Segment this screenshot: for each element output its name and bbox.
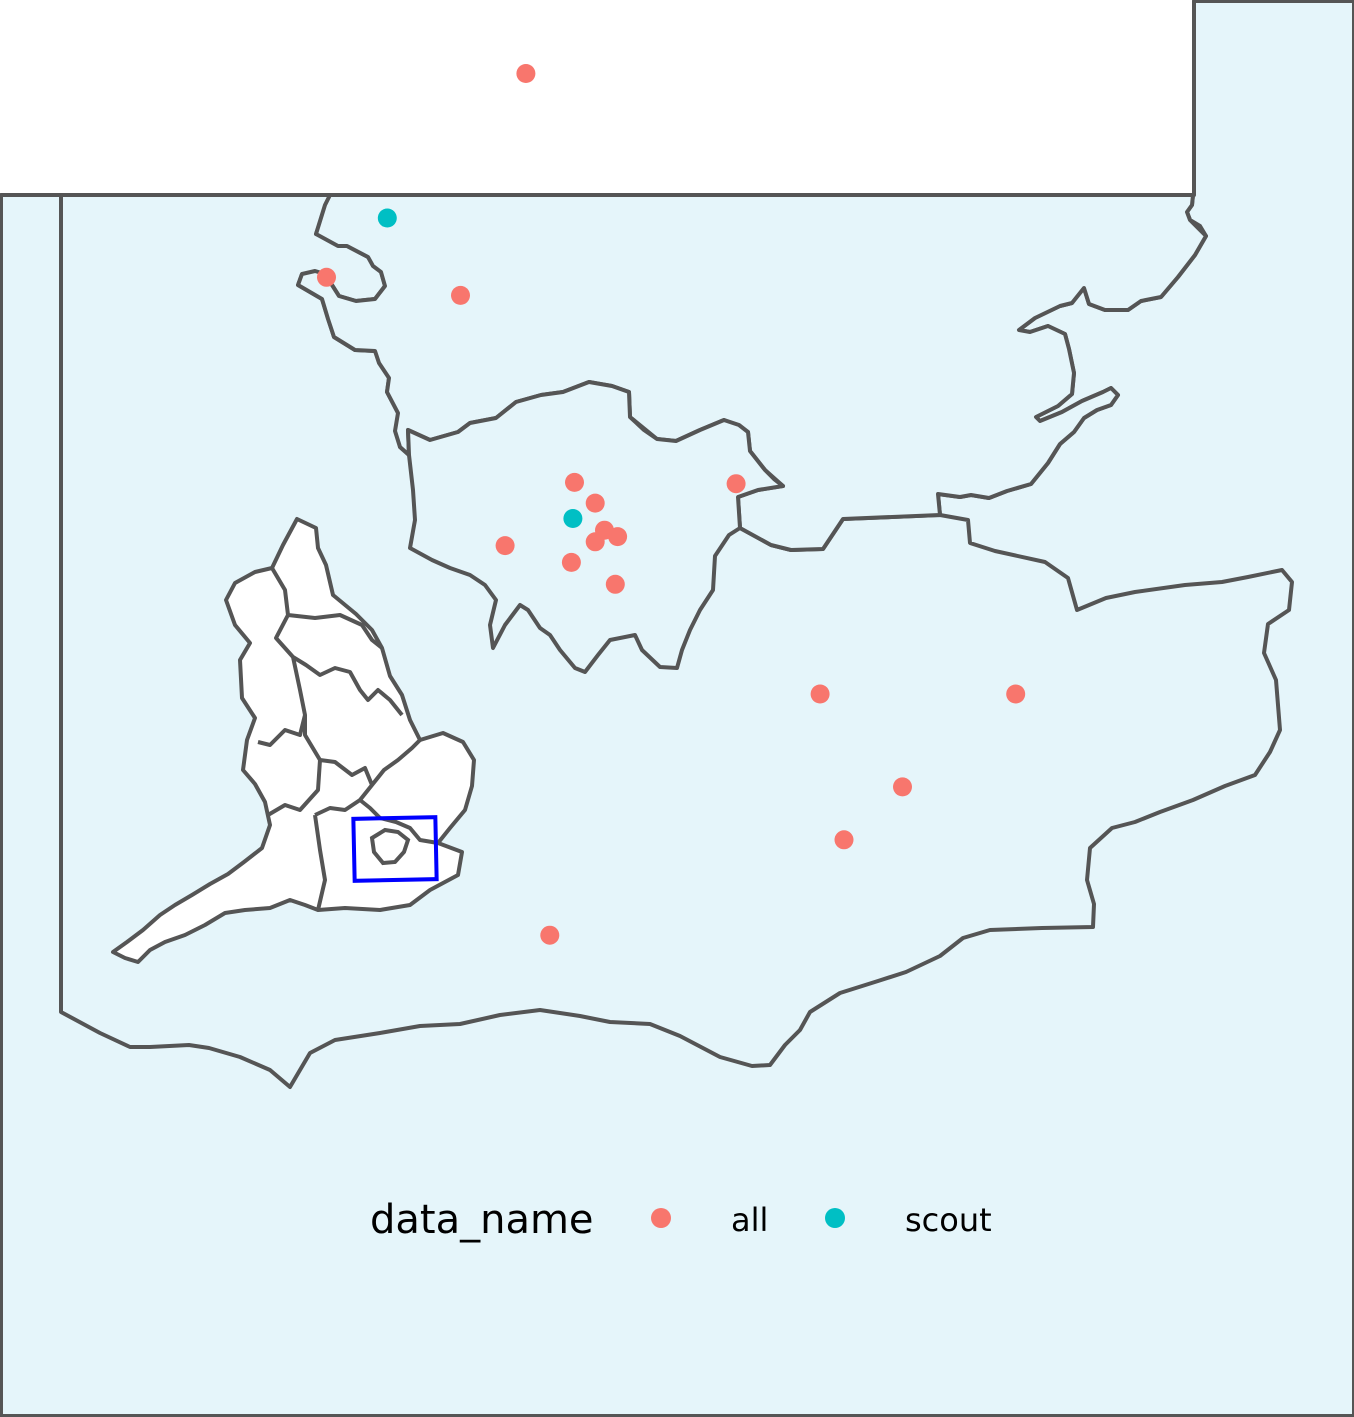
map-point-all-5 [565, 472, 584, 492]
legend-label-scout: scout [905, 1201, 992, 1239]
map-point-all-11 [605, 574, 625, 594]
inset-england [111, 517, 476, 964]
map-point-all-1 [516, 64, 536, 83]
legend: data_name all scout [0, 1192, 1354, 1248]
inset-highlight-box [351, 815, 439, 883]
map-point-scout-1 [563, 509, 583, 528]
legend-key-all [651, 1208, 671, 1228]
inset-region-lines [257, 566, 439, 911]
map-point-all-10 [561, 552, 581, 572]
map-point-all-9 [585, 532, 605, 552]
map-point-all-4 [495, 536, 515, 556]
map-point-all-15 [834, 830, 854, 850]
legend-title: data_name [370, 1197, 594, 1243]
map-point-all-8 [608, 527, 628, 547]
map-point-all-17 [540, 925, 560, 945]
points-layer [317, 64, 1026, 945]
inset-london-shape [369, 827, 411, 866]
map-point-scout-0 [377, 208, 397, 228]
legend-label-all: all [731, 1201, 769, 1239]
map-point-all-3 [451, 285, 470, 305]
map-point-all-12 [726, 474, 746, 494]
map-point-all-2 [317, 267, 336, 287]
map-point-all-6 [585, 493, 605, 513]
legend-key-scout [825, 1208, 845, 1228]
map-point-all-13 [810, 684, 830, 704]
london-boundary [406, 380, 785, 674]
map-point-all-14 [1006, 684, 1026, 704]
map-point-all-16 [893, 777, 912, 797]
